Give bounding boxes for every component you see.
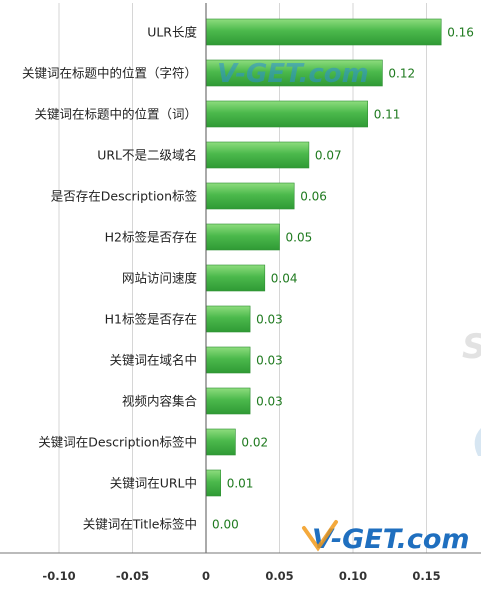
value-label-1: 0.12 [388,67,415,81]
bar-7 [205,305,251,333]
value-label-9: 0.03 [256,395,283,409]
value-label-0: 0.16 [447,26,474,40]
category-label-11: 关键词在URL中 [110,476,197,491]
category-label-0: ULR长度 [147,25,197,40]
watermarks: V-GET.com V-GET.com S [217,59,481,555]
value-label-10: 0.02 [241,436,268,450]
category-label-9: 视频内容集合 [122,394,198,409]
category-label-5: H2标签是否存在 [105,230,197,245]
value-label-2: 0.11 [374,108,401,122]
watermark-faint-shape [474,428,481,456]
x-tick-label-5: 0.15 [412,569,440,583]
value-label-4: 0.06 [300,190,327,204]
bar-6 [205,264,266,292]
value-label-7: 0.03 [256,313,283,327]
bar-2 [205,100,368,128]
bar-5 [205,223,280,251]
value-label-3: 0.07 [315,149,342,163]
x-tick-label-3: 0.05 [265,569,293,583]
value-labels: 0.16 0.12 0.11 0.07 0.06 0.05 0.04 0.03 0.03 0.03… [212,26,474,532]
category-label-6: 网站访问速度 [122,271,198,286]
watermark-text-top: V-GET.com [217,59,369,89]
category-label-8: 关键词在域名中 [109,353,197,368]
x-tick-label-0: -0.10 [42,569,75,583]
axes [0,3,481,554]
value-label-11: 0.01 [227,477,254,491]
x-tick-label-2: 0 [202,569,210,583]
category-label-12: 关键词在Title标签中 [83,517,197,532]
bar-9 [205,387,251,415]
value-label-8: 0.03 [256,354,283,368]
x-tick-label-1: -0.05 [116,569,149,583]
category-label-2: 关键词在标题中的位置（词） [34,107,197,122]
watermark-text-bottom: V-GET.com [312,524,470,555]
bar-10 [205,428,236,456]
category-label-4: 是否存在Description标签 [51,189,198,204]
bar-1 [205,59,383,87]
category-label-7: H1标签是否存在 [105,312,197,327]
category-label-3: URL不是二级域名 [97,148,197,163]
bar-8 [205,346,251,374]
value-label-6: 0.04 [271,272,298,286]
bar-11 [205,469,221,497]
value-label-5: 0.05 [286,231,313,245]
bar-4 [205,182,295,210]
watermark-faint-s: S [462,327,481,367]
value-label-12: 0.00 [212,518,239,532]
category-label-1: 关键词在标题中的位置（字符） [22,66,197,81]
x-tick-labels: -0.10 -0.05 0 0.05 0.10 0.15 [42,569,440,583]
bars [205,18,442,497]
gridlines [58,3,427,553]
bar-0 [205,18,442,46]
category-label-10: 关键词在Description标签中 [38,435,197,450]
x-tick-label-4: 0.10 [339,569,367,583]
watermark-v-accent [302,520,338,552]
bar-3 [205,141,310,169]
